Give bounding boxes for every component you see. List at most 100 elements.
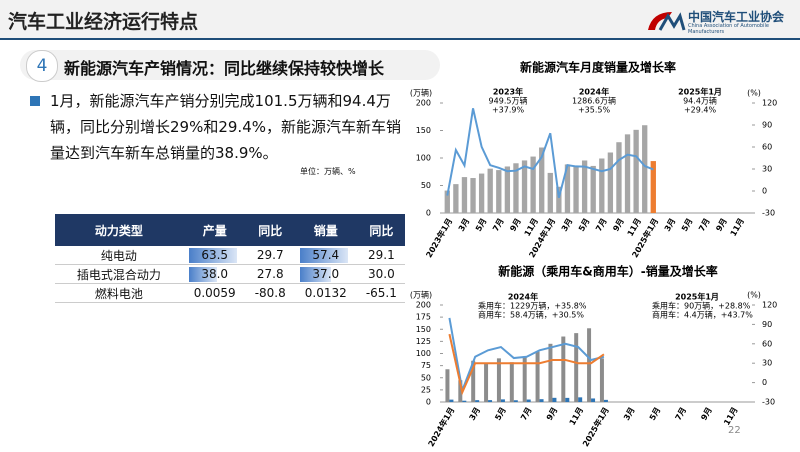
header: 汽车工业经济运行特点 中国汽车工业协会 China Association of… <box>0 0 800 40</box>
table-cell: 燃料电池 <box>55 283 183 303</box>
cell-text: 纯电动 <box>100 248 137 263</box>
cell-text: 29.7 <box>256 248 284 262</box>
table-header-cell: 同比 <box>357 214 405 246</box>
table-cell: 57.4 <box>293 246 358 265</box>
x-tick-label: 9月 <box>508 217 523 233</box>
y-tick-label: 0 <box>426 398 431 407</box>
unit-note: 单位：万辆、% <box>300 167 356 176</box>
y-tick-label: 150 <box>416 126 431 135</box>
bar <box>496 170 502 213</box>
data-bar <box>188 267 218 282</box>
x-tick-label: 5月 <box>680 217 695 233</box>
chart-title: 新能源（乘用车&商用车）-销量及增长率 <box>498 264 717 279</box>
bar <box>642 125 648 213</box>
y2-tick-label: 60 <box>762 143 772 152</box>
cell-text: 30.0 <box>368 267 395 281</box>
x-tick-label: 7月 <box>697 217 712 233</box>
y-axis-label: (万辆) <box>410 88 432 98</box>
table-cell: -80.8 <box>246 283 294 303</box>
y-tick-label: 50 <box>421 181 431 190</box>
bar <box>526 399 531 402</box>
y-tick-label: 100 <box>416 154 431 163</box>
bar <box>603 399 608 402</box>
table-cell: 29.1 <box>357 246 405 265</box>
section-bar <box>20 50 440 80</box>
annotation: 1286.6万辆 <box>572 96 616 106</box>
y-tick-label: 200 <box>416 301 431 310</box>
data-bar <box>188 248 237 263</box>
bar <box>574 333 579 402</box>
y2-tick-label: 0 <box>762 187 767 196</box>
annotation: 2025年1月 <box>678 87 722 97</box>
org-name-en: China Association of Automobile Manufact… <box>688 23 769 35</box>
y2-tick-label: 90 <box>762 320 772 329</box>
data-bar <box>299 248 348 263</box>
annotation: 2024年 <box>579 87 609 97</box>
x-tick-label: 3月 <box>468 406 483 422</box>
x-tick-label: 5月 <box>474 217 489 233</box>
table-cell: 27.8 <box>246 264 294 284</box>
y-axis-label: (万辆) <box>410 290 432 300</box>
x-tick-label: 7月 <box>491 217 506 233</box>
bar <box>552 397 557 402</box>
table-cell: 插电式混合动力 <box>55 264 183 284</box>
bar <box>535 351 540 402</box>
bar <box>599 158 605 213</box>
data-table: 动力类型 产量 同比 销量 同比 纯电动 63.5 29.7 57.4 29.1 插电式混合动力 38… <box>55 214 405 303</box>
y-tick-label: 75 <box>421 361 431 370</box>
bar <box>633 129 639 213</box>
x-tick-label: 7月 <box>674 406 689 422</box>
bar <box>578 397 583 402</box>
annotation: 乘用车：90万辆，+28.8% <box>652 301 751 311</box>
y-tick-label: 50 <box>421 373 431 382</box>
bar <box>607 152 614 213</box>
y2-axis-label: (%) <box>747 89 761 98</box>
bar <box>488 400 493 402</box>
y-tick-label: 25 <box>421 385 431 394</box>
y2-tick-label: 120 <box>762 99 777 108</box>
table-cell: 纯电动 <box>55 246 183 265</box>
cell-text: 0.0132 <box>304 286 347 300</box>
bar <box>461 177 468 213</box>
page-number: 22 <box>728 425 741 436</box>
bar <box>513 163 519 213</box>
y2-tick-label: -30 <box>762 209 775 218</box>
bar <box>591 398 596 402</box>
bar <box>484 362 489 402</box>
bar <box>616 142 622 213</box>
x-tick-label: 7月 <box>519 406 534 422</box>
y2-tick-label: 0 <box>762 378 767 387</box>
x-tick-label: 11月 <box>729 217 746 238</box>
bar <box>590 165 596 213</box>
table-cell: 29.7 <box>246 246 294 265</box>
logo <box>648 12 686 31</box>
y-tick-label: 125 <box>416 337 431 346</box>
y-tick-label: 150 <box>416 325 431 334</box>
x-tick-label: 3月 <box>560 217 575 233</box>
bar <box>573 166 579 213</box>
x-tick-label: 5月 <box>577 217 592 233</box>
paragraph: 1月，新能源汽车产销分别完成101.5万辆和94.4万辆，同比分别增长29%和2… <box>50 92 401 162</box>
table-cell: 38.0 <box>182 264 247 284</box>
y-tick-label: 200 <box>416 99 431 108</box>
line <box>448 333 605 396</box>
section-number: 4 <box>26 50 58 82</box>
table-header-cell: 动力类型 <box>55 214 183 246</box>
y2-tick-label: 90 <box>762 121 772 130</box>
x-tick-label: 11月 <box>626 217 643 238</box>
annotation: 2023年 <box>493 87 523 97</box>
bar <box>539 399 544 402</box>
table-row: 燃料电池 0.0059 -80.8 0.0132 -65.1 <box>55 283 405 303</box>
x-tick-label: 2025年1月 <box>580 405 611 448</box>
cell-text: 燃料电池 <box>94 286 143 301</box>
bar <box>471 360 476 402</box>
x-tick-label: 3月 <box>622 406 637 422</box>
bullet <box>30 96 40 106</box>
bar <box>444 190 450 213</box>
cell-text: 0.0059 <box>193 286 236 300</box>
cell-text: 57.4 <box>312 248 340 262</box>
y2-axis-label: (%) <box>747 291 761 300</box>
bar <box>500 399 505 402</box>
line <box>448 317 605 395</box>
